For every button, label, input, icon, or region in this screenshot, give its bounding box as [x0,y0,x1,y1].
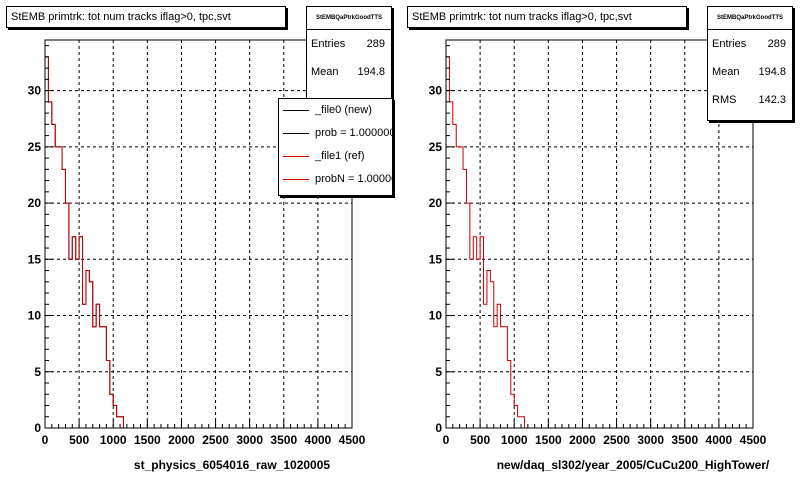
right-x-tick-label: 1000 [501,433,528,447]
left-stats-name: StEMBQaPtrkGoodTTS [307,7,391,30]
right-x-tick-label: 1500 [535,433,562,447]
left-y-tick-label: 30 [28,84,42,98]
right-entries-label: Entries [712,38,747,50]
left-x-tick-label: 2000 [168,433,195,447]
legend-line-file0 [283,110,309,111]
right-plot-frame [445,39,754,429]
left-entries-value: 289 [366,38,385,50]
right-mean-value: 194.8 [758,66,786,78]
right-chart-title: StEMB primtrk: tot num tracks iflag>0, t… [412,11,632,23]
right-rms-label: RMS [712,94,737,106]
right-y-tick-label: 25 [429,140,443,154]
left-y-tick-label: 25 [28,140,42,154]
right-y-tick-label: 20 [429,196,443,210]
left-y-tick-label: 10 [28,309,42,323]
legend-label-file0: _file0 (new) [315,104,372,116]
right-y-tick-label: 15 [429,252,443,266]
left-entries-label: Entries [311,38,346,50]
left-chart-title-box: StEMB primtrk: tot num tracks iflag>0, t… [6,6,286,28]
right-x-tick-label: 2000 [569,433,596,447]
left-x-tick-label: 4500 [339,433,366,447]
right-stats-entries: Entries 289 [708,30,792,58]
left-x-axis-title: st_physics_6054016_raw_1020005 [134,458,330,472]
left-x-tick-label: 3000 [236,433,263,447]
right-stats-mean: Mean 194.8 [708,58,792,86]
left-mean-label: Mean [311,66,339,78]
legend-item-prob: prob = 1.000000 [279,122,392,145]
left-plot-frame [44,39,353,429]
right-x-tick-label: 500 [470,433,490,447]
right-x-tick-label: 4000 [706,433,733,447]
right-stats-box: StEMBQaPtrkGoodTTS Entries 289 Mean 194.… [707,6,793,121]
legend-label-file1: _file1 (ref) [315,150,365,162]
left-x-tick-label: 3500 [270,433,297,447]
left-x-tick-label: 500 [69,433,89,447]
right-rms-value: 142.3 [758,94,786,106]
left-x-tick-label: 1500 [134,433,161,447]
legend-item-probn: probN = 1.000000 [279,168,392,191]
right-x-tick-label: 4500 [740,433,767,447]
left-y-tick-label: 0 [34,421,41,435]
left-y-tick-label: 20 [28,196,42,210]
left-x-tick-label: 2500 [202,433,229,447]
legend-item-file1: _file1 (ref) [279,145,392,168]
right-x-tick-label: 3000 [637,433,664,447]
right-y-tick-label: 10 [429,309,443,323]
right-y-tick-label: 5 [435,365,442,379]
right-y-tick-label: 30 [429,84,443,98]
left-chart-title: StEMB primtrk: tot num tracks iflag>0, t… [11,11,231,23]
left-series-1-line [44,56,124,428]
right-x-axis-title: new/daq_sl302/year_2005/CuCu200_HighTowe… [497,458,770,472]
right-x-tick-label: 0 [443,433,450,447]
left-x-tick-label: 1000 [100,433,127,447]
right-stats-name: StEMBQaPtrkGoodTTS [708,7,792,30]
left-stats-mean: Mean 194.8 [307,58,391,86]
legend-item-file0: _file0 (new) [279,99,392,122]
legend-label-prob: prob = 1.000000 [315,127,393,139]
right-entries-value: 289 [767,38,786,50]
left-y-tick-label: 15 [28,252,42,266]
left-stats-entries: Entries 289 [307,30,391,58]
right-mean-label: Mean [712,66,740,78]
left-y-tick-label: 5 [34,365,41,379]
legend-line-file1 [283,156,309,157]
legend-label-probn: probN = 1.000000 [315,173,392,185]
legend-line-prob [283,133,309,134]
left-legend-box: _file0 (new) prob = 1.000000 _file1 (ref… [278,98,393,196]
right-x-tick-label: 2500 [603,433,630,447]
right-x-tick-label: 3500 [671,433,698,447]
right-y-tick-label: 0 [435,421,442,435]
left-mean-value: 194.8 [357,66,385,78]
left-series-0-line [44,56,124,428]
right-chart-title-box: StEMB primtrk: tot num tracks iflag>0, t… [407,6,687,28]
right-series-0-line [445,56,525,428]
right-stats-rms: RMS 142.3 [708,86,792,114]
left-x-tick-label: 4000 [305,433,332,447]
legend-line-probn [283,179,309,180]
left-x-tick-label: 0 [42,433,49,447]
